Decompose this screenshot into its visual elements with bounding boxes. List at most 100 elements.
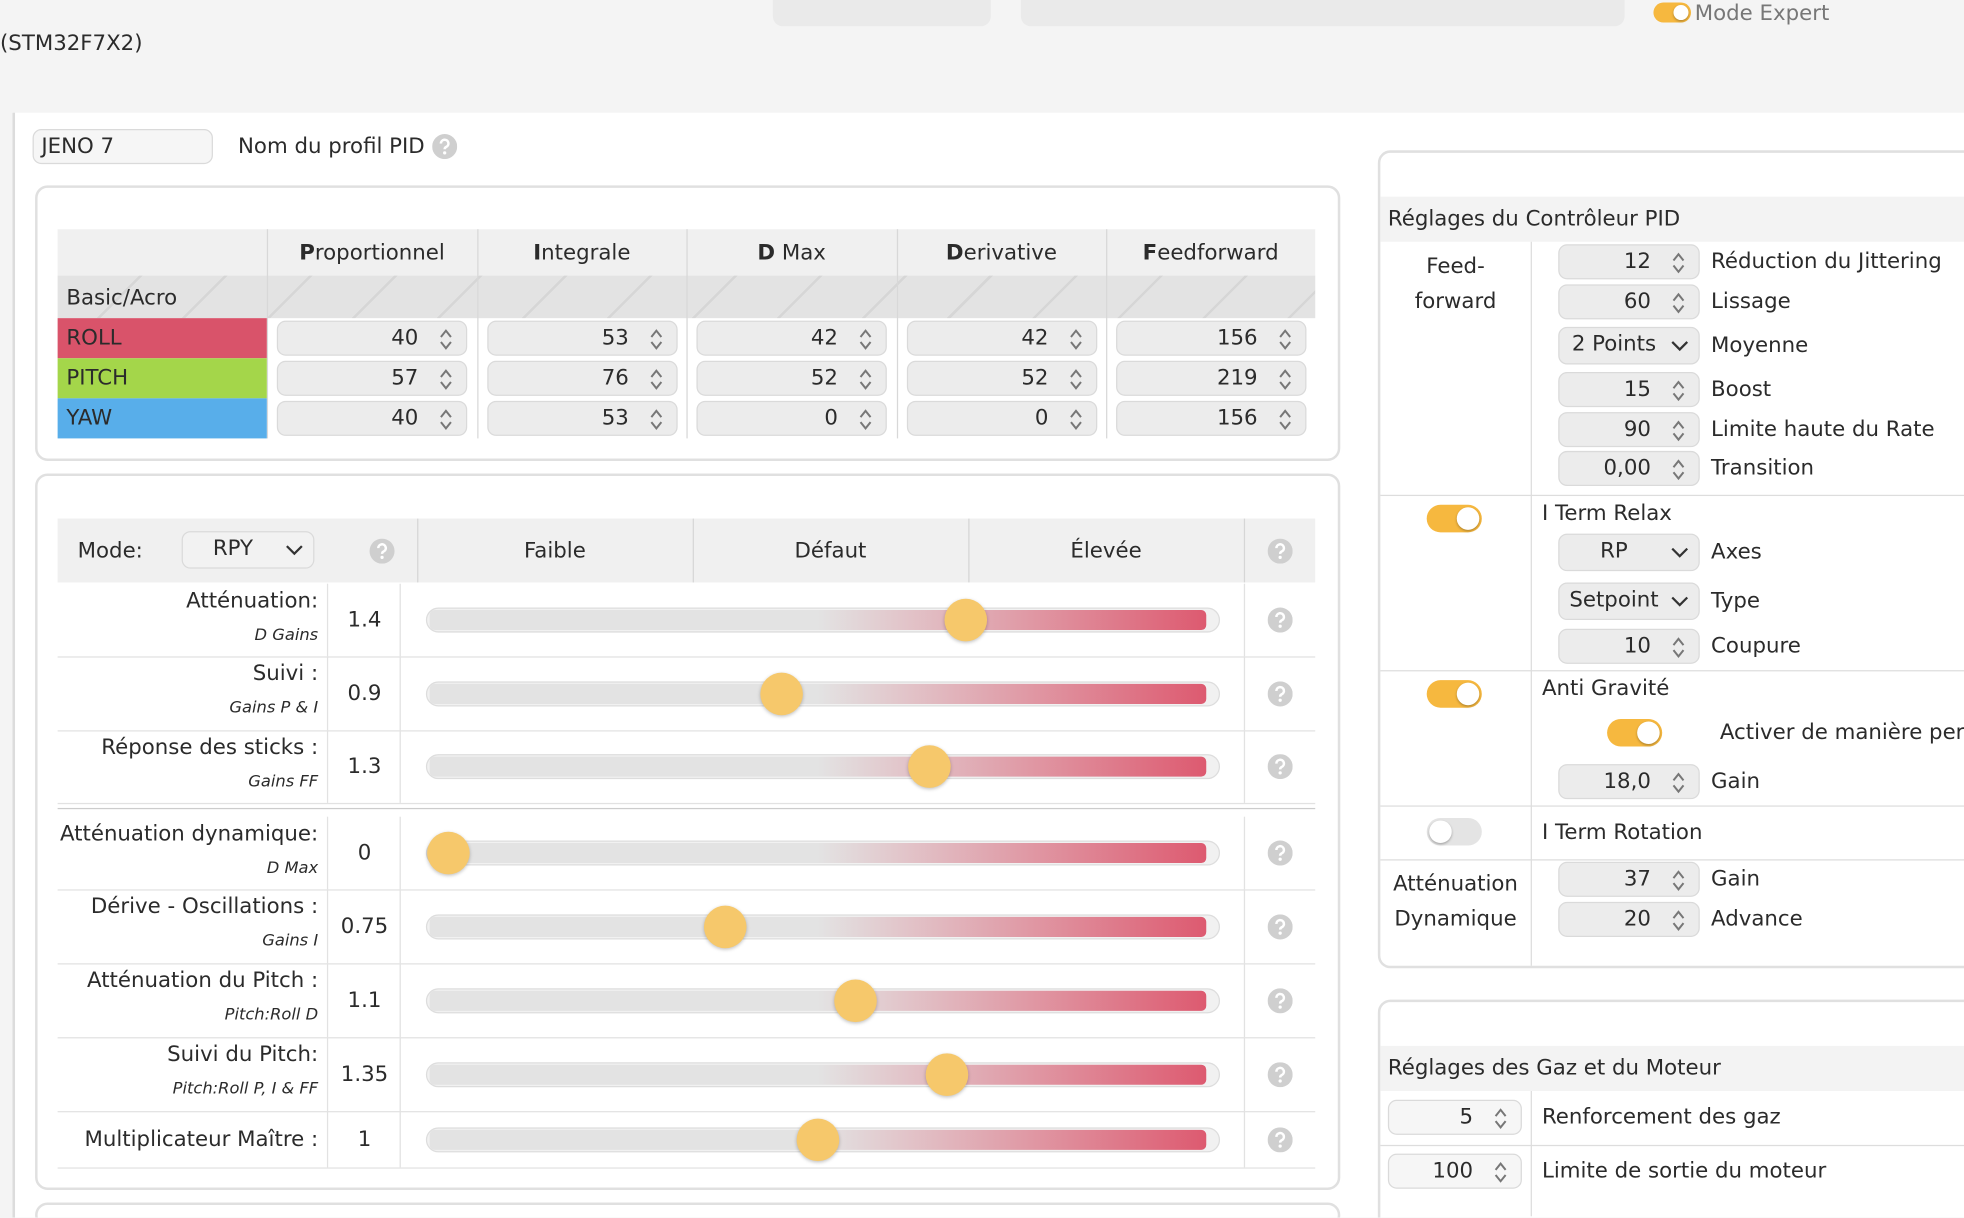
profile-name[interactable]: JENO 7 — [32, 129, 213, 165]
row-line — [57, 802, 1316, 805]
slider-thumb[interactable] — [796, 1117, 840, 1161]
help-icon[interactable] — [1267, 840, 1293, 866]
number-input[interactable]: 40 — [276, 320, 468, 356]
help-icon[interactable] — [369, 538, 395, 564]
spinner[interactable] — [858, 327, 873, 352]
spinner[interactable] — [1671, 770, 1686, 795]
number-input[interactable]: 76 — [487, 360, 678, 396]
number-input[interactable]: 42 — [696, 320, 887, 356]
number-input[interactable]: 52 — [696, 360, 887, 396]
slider-thumb[interactable] — [704, 905, 747, 948]
spinner[interactable] — [1671, 635, 1686, 660]
slider-thumb[interactable] — [759, 672, 803, 715]
select[interactable]: 2 Points — [1558, 326, 1700, 365]
number-input[interactable]: 18,0 — [1558, 764, 1700, 800]
number-input[interactable]: 53 — [487, 320, 678, 356]
slider-thumb[interactable] — [427, 831, 470, 875]
chevron[interactable] — [1671, 546, 1689, 559]
spinner[interactable] — [438, 367, 453, 392]
cell-divider — [399, 656, 401, 731]
chevron[interactable] — [286, 544, 304, 557]
slider-thumb[interactable] — [907, 745, 951, 788]
column-header: Feedforward — [1142, 240, 1279, 266]
number-input[interactable]: 100 — [1387, 1153, 1522, 1189]
spinner[interactable] — [1671, 868, 1686, 893]
row-line — [57, 1037, 1316, 1039]
number-input[interactable]: 90 — [1558, 412, 1700, 448]
help-icon[interactable] — [1267, 1061, 1293, 1087]
spinner[interactable] — [649, 327, 664, 352]
number-input[interactable]: 42 — [906, 320, 1098, 356]
number-input[interactable]: 15 — [1558, 372, 1700, 408]
toggle[interactable] — [1607, 718, 1663, 747]
divider — [968, 518, 970, 583]
help-icon[interactable] — [1267, 607, 1293, 633]
slider-thumb[interactable] — [833, 978, 877, 1022]
toggle[interactable] — [1426, 680, 1482, 708]
number-input[interactable]: 219 — [1116, 360, 1307, 396]
number-input[interactable]: 0 — [906, 400, 1098, 436]
number-input[interactable]: 10 — [1558, 628, 1700, 664]
slider-thumb[interactable] — [925, 1052, 969, 1096]
column-header: D Max — [757, 240, 826, 266]
spinner[interactable] — [1068, 367, 1083, 392]
spinner[interactable] — [438, 407, 453, 432]
chevron[interactable] — [1671, 339, 1689, 352]
spinner[interactable] — [1278, 367, 1293, 392]
toggle[interactable] — [1653, 2, 1692, 23]
spinner[interactable] — [858, 407, 873, 432]
spinner[interactable] — [1068, 327, 1083, 352]
spinner[interactable] — [1671, 378, 1686, 403]
help-icon[interactable] — [1267, 1126, 1293, 1152]
label: Anti Gravité — [1541, 676, 1670, 702]
number-input[interactable]: 60 — [1558, 284, 1700, 320]
number-input[interactable]: 57 — [276, 360, 468, 396]
select[interactable]: Setpoint — [1558, 582, 1700, 621]
number-input[interactable]: 20 — [1558, 901, 1700, 937]
spinner[interactable] — [1493, 1106, 1508, 1131]
number-input[interactable]: 0,00 — [1558, 450, 1700, 487]
spinner[interactable] — [1278, 327, 1293, 352]
spinner[interactable] — [1278, 407, 1293, 432]
number-input[interactable]: 53 — [487, 400, 678, 436]
slider-fill — [429, 1064, 1207, 1085]
slider-fill — [429, 916, 1207, 937]
slider-sublabel: Gains I — [262, 931, 319, 951]
number-input[interactable]: 37 — [1558, 861, 1700, 897]
help-icon[interactable] — [1267, 754, 1293, 780]
help-icon[interactable] — [1267, 680, 1293, 706]
spinner[interactable] — [1671, 457, 1686, 482]
spinner[interactable] — [1671, 418, 1686, 443]
number-input[interactable]: 0 — [696, 400, 887, 436]
help-icon[interactable] — [432, 134, 458, 160]
spinner[interactable] — [649, 407, 664, 432]
level-label: Faible — [523, 538, 586, 564]
number-input[interactable]: 156 — [1116, 320, 1307, 356]
select[interactable]: RPY — [181, 531, 315, 569]
help-icon[interactable] — [1267, 913, 1293, 939]
side-label: Feed-forward — [1414, 254, 1497, 315]
cell-divider — [1243, 583, 1246, 657]
section-title-bg — [1380, 1045, 1964, 1092]
spinner[interactable] — [438, 327, 453, 352]
number-input[interactable]: 5 — [1387, 1099, 1522, 1135]
spinner[interactable] — [1068, 407, 1083, 432]
number-input[interactable]: 156 — [1116, 400, 1307, 436]
toggle[interactable] — [1426, 817, 1482, 846]
number-input[interactable]: 12 — [1558, 244, 1700, 280]
spinner[interactable] — [1671, 251, 1686, 276]
slider-thumb[interactable] — [944, 598, 988, 642]
help-icon[interactable] — [1267, 538, 1293, 564]
number-input[interactable]: 52 — [906, 360, 1098, 396]
spinner[interactable] — [858, 367, 873, 392]
help-icon[interactable] — [1267, 987, 1293, 1013]
chevron[interactable] — [1671, 595, 1689, 608]
number-input[interactable]: 40 — [276, 400, 468, 436]
spinner[interactable] — [1493, 1160, 1508, 1185]
toggle[interactable] — [1426, 504, 1482, 533]
label: Lissage — [1711, 289, 1791, 315]
spinner[interactable] — [1671, 291, 1686, 316]
spinner[interactable] — [1671, 908, 1686, 933]
select[interactable]: RP — [1558, 533, 1700, 572]
spinner[interactable] — [649, 367, 664, 392]
